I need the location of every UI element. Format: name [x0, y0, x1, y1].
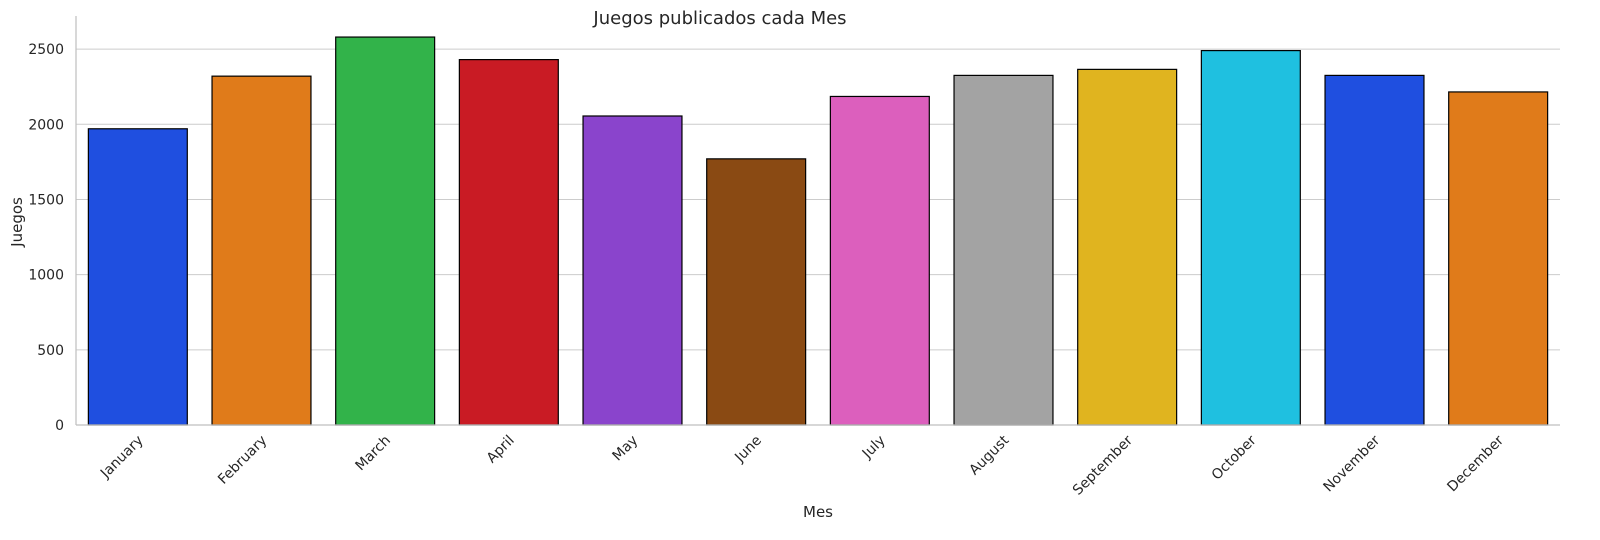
bar-november [1324, 74, 1425, 426]
bar-march [335, 36, 436, 426]
y-tick-label-2000: 2000 [28, 117, 64, 133]
bar-september [1077, 68, 1178, 426]
bar-april [458, 59, 559, 426]
bar-october [1200, 49, 1301, 426]
x-tick-label-april: April [484, 433, 518, 467]
bar-july [829, 95, 930, 426]
x-tick-label-may: May [610, 433, 642, 465]
bar-may [582, 115, 683, 426]
x-tick-label-july: July [859, 433, 889, 463]
bar-january [87, 128, 188, 426]
y-tick-label-1000: 1000 [28, 268, 64, 284]
y-tick-label-500: 500 [37, 343, 64, 359]
gridlines [76, 48, 1560, 351]
axes [75, 16, 1560, 426]
bar-february [211, 75, 312, 426]
x-tick-label-october: October [1209, 432, 1260, 483]
x-tick-label-june: June [731, 433, 765, 467]
y-tick-label-2500: 2500 [28, 42, 64, 58]
x-tick-label-december: December [1444, 432, 1507, 495]
x-tick-label-august: August [966, 432, 1012, 478]
chart-title: Juegos publicados cada Mes [592, 8, 846, 29]
x-axis-label: Mes [803, 503, 833, 521]
y-axis-label: Juegos [8, 197, 26, 248]
bar-june [706, 158, 807, 426]
bar-december [1448, 91, 1549, 426]
x-tick-label-november: November [1321, 432, 1384, 495]
x-tick-label-february: February [215, 433, 270, 488]
y-tick-label-0: 0 [55, 418, 64, 434]
x-tick-label-march: March [352, 433, 393, 474]
bar-august [953, 74, 1054, 426]
y-tick-labels: 0 500 1000 1500 2000 2500 [28, 42, 64, 434]
y-tick-label-1500: 1500 [28, 192, 64, 208]
bars [87, 36, 1549, 426]
x-tick-labels: January February March April May June July Augu… [97, 432, 1507, 498]
x-tick-label-january: January [97, 433, 147, 483]
x-tick-label-september: September [1070, 432, 1136, 498]
